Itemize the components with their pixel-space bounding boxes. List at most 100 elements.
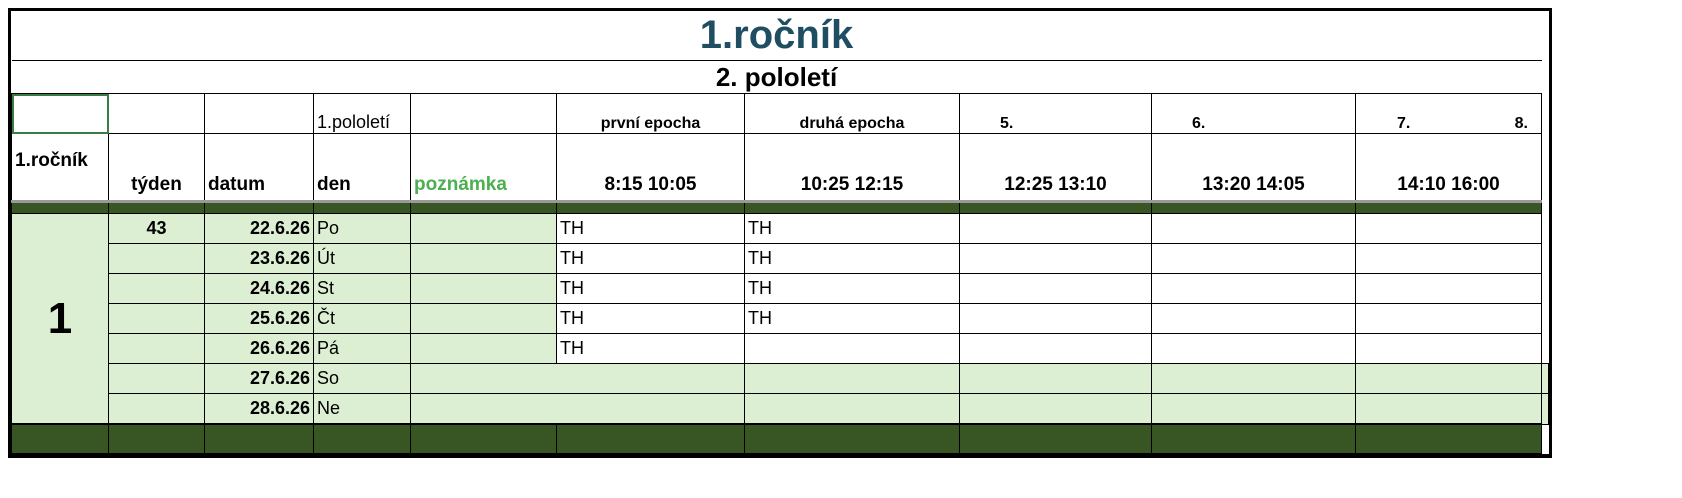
band-cell (744, 423, 960, 454)
header-time-2[interactable]: 10:25 12:15 (744, 133, 960, 202)
period-cell[interactable] (1541, 393, 1549, 425)
period-cell[interactable] (744, 393, 960, 425)
header-time-3[interactable]: 12:25 13:10 (959, 133, 1152, 202)
period-8-label: 8. (1514, 115, 1528, 132)
header-date[interactable]: datum (204, 133, 314, 202)
note-cell[interactable] (410, 363, 745, 394)
sheet-subtitle[interactable]: 2. pololetí (11, 60, 1542, 94)
day-cell[interactable]: Út (313, 243, 411, 274)
date-cell[interactable]: 27.6.26 (204, 363, 314, 394)
sheet-title[interactable]: 1.ročník (11, 11, 1542, 61)
period-cell[interactable] (959, 273, 1152, 304)
day-cell[interactable]: Po (313, 213, 411, 244)
week-cell[interactable] (108, 303, 205, 334)
period-cell[interactable] (1355, 333, 1542, 364)
header-cell[interactable] (204, 93, 314, 134)
band-cell (313, 423, 411, 454)
period-cell[interactable] (1151, 303, 1356, 334)
week-cell[interactable] (108, 393, 205, 425)
band-cell (959, 423, 1152, 454)
table-row: 23.6.26 Út TH TH (12, 243, 1549, 274)
header-period-7-8[interactable]: 7. 8. (1355, 93, 1542, 134)
period-cell[interactable] (959, 363, 1152, 394)
spreadsheet: 1.ročník 2. pololetí 1.pololetí první ep… (8, 8, 1552, 458)
period-cell[interactable] (744, 363, 960, 394)
period-cell[interactable] (1355, 243, 1542, 274)
week-cell[interactable] (108, 273, 205, 304)
period-cell[interactable] (959, 393, 1152, 425)
date-cell[interactable]: 28.6.26 (204, 393, 314, 425)
note-cell[interactable] (410, 303, 557, 334)
period-2-cell[interactable]: TH (744, 273, 960, 304)
period-cell[interactable] (959, 333, 1152, 364)
date-cell[interactable]: 23.6.26 (204, 243, 314, 274)
header-cell[interactable] (410, 93, 557, 134)
period-1-cell[interactable]: TH (556, 243, 745, 274)
week-cell[interactable] (108, 363, 205, 394)
header-period-6[interactable]: 6. (1151, 93, 1356, 134)
header-cell[interactable]: 1.pololetí (313, 93, 411, 134)
week-cell[interactable] (108, 333, 205, 364)
band-cell (744, 200, 960, 214)
note-cell[interactable] (410, 333, 557, 364)
date-cell[interactable]: 26.6.26 (204, 333, 314, 364)
period-1-cell[interactable]: TH (556, 333, 745, 364)
period-cell[interactable] (1151, 333, 1356, 364)
period-cell[interactable] (1151, 213, 1356, 244)
band-cell (556, 423, 745, 454)
block-label[interactable]: 1 (11, 213, 109, 425)
period-1-cell[interactable]: TH (556, 213, 745, 244)
period-cell[interactable] (1541, 363, 1549, 394)
period-1-cell[interactable]: TH (556, 273, 745, 304)
period-2-cell[interactable] (744, 333, 960, 364)
header-time-1[interactable]: 8:15 10:05 (556, 133, 745, 202)
period-7-label: 7. (1397, 115, 1411, 132)
period-1-cell[interactable]: TH (556, 303, 745, 334)
period-cell[interactable] (1151, 273, 1356, 304)
week-cell[interactable] (108, 243, 205, 274)
header-time-4[interactable]: 13:20 14:05 (1151, 133, 1356, 202)
date-cell[interactable]: 24.6.26 (204, 273, 314, 304)
table-row: 28.6.26 Ne (12, 393, 1549, 425)
note-cell[interactable] (410, 273, 557, 304)
week-cell[interactable]: 43 (108, 213, 205, 244)
period-cell[interactable] (1151, 393, 1356, 425)
period-cell[interactable] (959, 213, 1152, 244)
period-2-cell[interactable]: TH (744, 243, 960, 274)
selected-cell[interactable] (11, 93, 109, 134)
table-row: 1 43 22.6.26 Po TH TH (11, 213, 1549, 425)
band-cell (1355, 200, 1542, 214)
period-cell[interactable] (1355, 273, 1542, 304)
day-cell[interactable]: Čt (313, 303, 411, 334)
header-cell[interactable] (108, 93, 205, 134)
table-row: 27.6.26 So (12, 363, 1549, 394)
day-cell[interactable]: So (313, 363, 411, 394)
note-cell[interactable] (410, 213, 557, 244)
header-grade[interactable]: 1.ročník (11, 133, 109, 202)
date-cell[interactable]: 25.6.26 (204, 303, 314, 334)
header-first-epoch[interactable]: první epocha (556, 93, 745, 134)
header-time-5[interactable]: 14:10 16:00 (1355, 133, 1542, 202)
header-day[interactable]: den (313, 133, 411, 202)
day-cell[interactable]: Ne (313, 393, 411, 425)
note-cell[interactable] (410, 243, 557, 274)
period-cell[interactable] (1355, 393, 1542, 425)
period-cell[interactable] (959, 243, 1152, 274)
period-cell[interactable] (1151, 363, 1356, 394)
day-cell[interactable]: St (313, 273, 411, 304)
period-cell[interactable] (959, 303, 1152, 334)
period-2-cell[interactable]: TH (744, 303, 960, 334)
header-second-epoch[interactable]: druhá epocha (744, 93, 960, 134)
period-2-cell[interactable]: TH (744, 213, 960, 244)
date-cell[interactable]: 22.6.26 (204, 213, 314, 244)
header-week[interactable]: týden (108, 133, 205, 202)
period-cell[interactable] (1151, 243, 1356, 274)
header-period-5[interactable]: 5. (959, 93, 1152, 134)
note-cell[interactable] (410, 393, 745, 425)
day-cell[interactable]: Pá (313, 333, 411, 364)
header-note[interactable]: poznámka (410, 133, 557, 202)
period-cell[interactable] (1355, 363, 1542, 394)
period-cell[interactable] (1355, 213, 1542, 244)
period-cell[interactable] (1355, 303, 1542, 334)
schedule-table: 1.ročník 2. pololetí 1.pololetí první ep… (11, 11, 1549, 454)
